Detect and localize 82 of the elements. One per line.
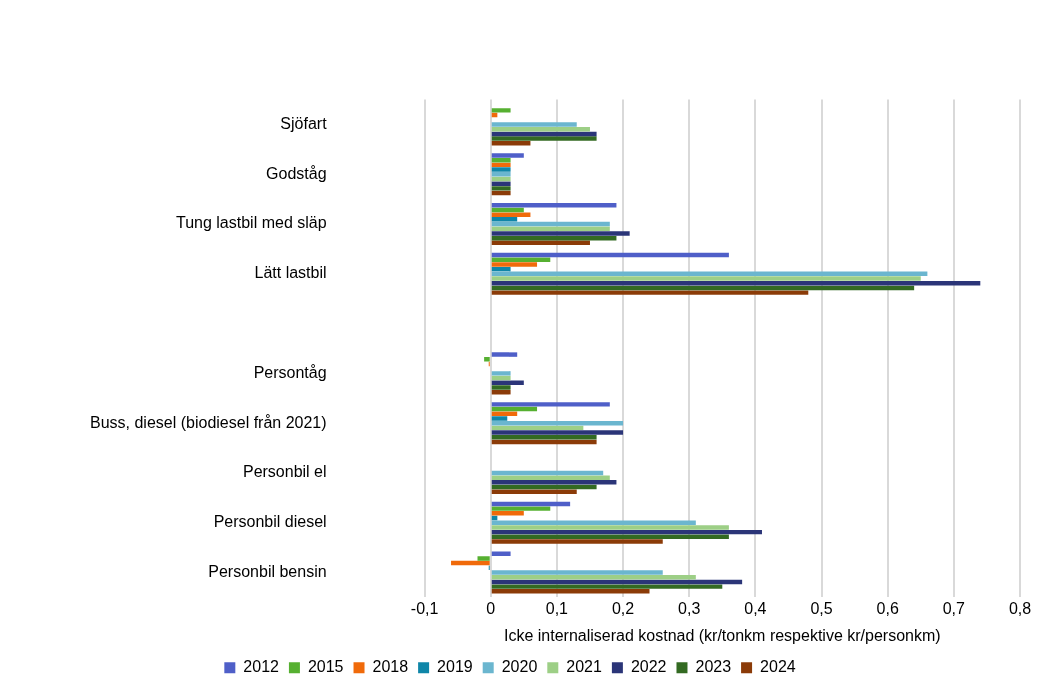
bar — [491, 475, 610, 480]
legend-label: 2021 — [566, 658, 602, 676]
bar — [491, 589, 650, 594]
bar — [491, 584, 723, 589]
x-tick-label: 0,8 — [1008, 600, 1032, 618]
y-tick-label: Persontåg — [253, 363, 327, 381]
bar — [491, 525, 729, 530]
x-tick-label: 0,5 — [810, 600, 833, 618]
bar — [491, 539, 663, 544]
bar — [491, 190, 511, 196]
bar — [491, 207, 524, 213]
bar — [491, 480, 617, 485]
y-tick-label: Buss, diesel (biodiesel från 2021) — [90, 413, 327, 431]
bar — [491, 212, 531, 217]
legend-label: 2020 — [501, 658, 538, 676]
y-tick-label: Lätt lastbil — [254, 264, 327, 282]
legend-label: 2023 — [695, 658, 732, 676]
bar — [491, 217, 518, 222]
x-tick-label: 0,7 — [942, 600, 966, 618]
bar — [491, 257, 551, 262]
y-tick-label: Sjöfart — [280, 114, 328, 132]
bar — [491, 435, 597, 440]
bar — [491, 385, 511, 390]
bar — [491, 157, 511, 163]
bar — [491, 402, 610, 407]
bar — [491, 371, 511, 376]
legend-label: 2012 — [243, 658, 280, 676]
y-tick-label: Tung lastbil med släp — [175, 214, 327, 232]
bar — [491, 290, 809, 295]
bar — [491, 181, 511, 186]
bar — [491, 439, 597, 445]
bar — [491, 416, 508, 421]
x-tick-label: -0,1 — [410, 600, 439, 618]
y-tick-label: Personbil bensin — [208, 562, 327, 580]
bar — [491, 389, 511, 395]
bar — [491, 506, 551, 511]
bar — [484, 357, 490, 362]
x-tick-label: 0,4 — [744, 600, 767, 618]
bar — [491, 153, 524, 158]
bar — [491, 534, 729, 540]
bar — [491, 511, 524, 516]
x-tick-label: 0,3 — [678, 600, 701, 618]
bar — [491, 375, 511, 381]
bar — [491, 172, 511, 177]
legend-label: 2015 — [307, 658, 344, 676]
x-tick-label: 0,1 — [545, 600, 569, 618]
x-tick-label: 0 — [486, 600, 496, 618]
bar — [491, 520, 696, 525]
bar — [491, 570, 663, 575]
bar — [491, 276, 921, 281]
legend-label: 2022 — [630, 658, 667, 676]
bar — [491, 162, 511, 168]
y-tick-label: Godståg — [266, 164, 327, 182]
legend-label: 2019 — [437, 658, 473, 676]
bar — [477, 556, 490, 561]
bar — [491, 226, 610, 231]
bar — [491, 131, 597, 137]
y-tick-label: Personbil diesel — [213, 513, 327, 531]
bar — [491, 430, 624, 435]
bar — [491, 186, 511, 191]
x-tick-label: 0,6 — [876, 600, 899, 618]
bar — [491, 108, 511, 113]
bar — [491, 551, 511, 556]
bar — [491, 231, 630, 236]
x-tick-label: 0,2 — [611, 600, 635, 618]
legend-label: 2018 — [372, 658, 409, 676]
bar — [491, 266, 511, 272]
bar — [491, 141, 531, 146]
bar — [491, 176, 511, 182]
bar — [491, 136, 597, 141]
bar — [491, 252, 729, 258]
bar — [491, 484, 597, 490]
bar — [491, 221, 610, 227]
x-axis-title: Icke internaliserad kostnad (kr/tonkm respektive kr/personkm) — [503, 626, 941, 644]
bar — [491, 262, 538, 267]
legend-label: 2024 — [760, 658, 796, 676]
bar — [491, 352, 518, 357]
bar — [451, 560, 490, 566]
bar — [491, 167, 511, 172]
y-tick-label: Personbil el — [242, 463, 327, 481]
bar — [491, 380, 524, 386]
bar — [491, 122, 577, 127]
